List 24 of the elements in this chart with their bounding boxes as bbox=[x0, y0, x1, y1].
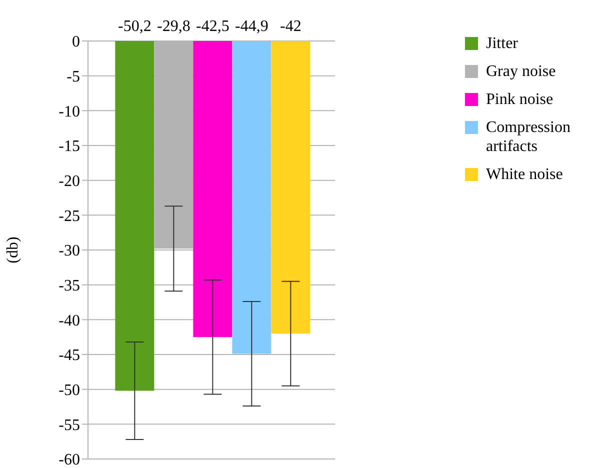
y-tick-label: -30 bbox=[58, 242, 80, 260]
data-label: -42,5 bbox=[196, 18, 230, 35]
data-label: -29,8 bbox=[157, 18, 190, 35]
data-label: -50,2 bbox=[118, 18, 152, 35]
y-tick-label: -10 bbox=[58, 103, 80, 120]
legend-label: Gray noise bbox=[486, 62, 556, 81]
legend-label: Jitter bbox=[486, 34, 518, 53]
y-axis-title: (db) bbox=[4, 236, 22, 264]
y-tick-label: 0 bbox=[72, 34, 80, 51]
y-tick-label: -55 bbox=[58, 416, 80, 434]
y-tick-label: -25 bbox=[58, 208, 80, 225]
y-tick-label: -15 bbox=[58, 138, 80, 156]
y-tick-label: -60 bbox=[58, 452, 80, 468]
data-label: -42 bbox=[280, 18, 302, 35]
y-tick-label: -5 bbox=[66, 68, 80, 86]
data-label: -44,9 bbox=[235, 18, 268, 35]
y-tick-label: -40 bbox=[58, 312, 80, 330]
y-tick-label: -20 bbox=[58, 173, 80, 190]
legend-label: Compression artifacts bbox=[486, 118, 572, 156]
y-tick-label: -50 bbox=[58, 382, 80, 400]
legend-label: White noise bbox=[486, 165, 563, 184]
y-tick-label: -45 bbox=[58, 347, 80, 364]
legend-label: Pink noise bbox=[486, 90, 554, 109]
y-tick-label: -35 bbox=[58, 278, 80, 295]
